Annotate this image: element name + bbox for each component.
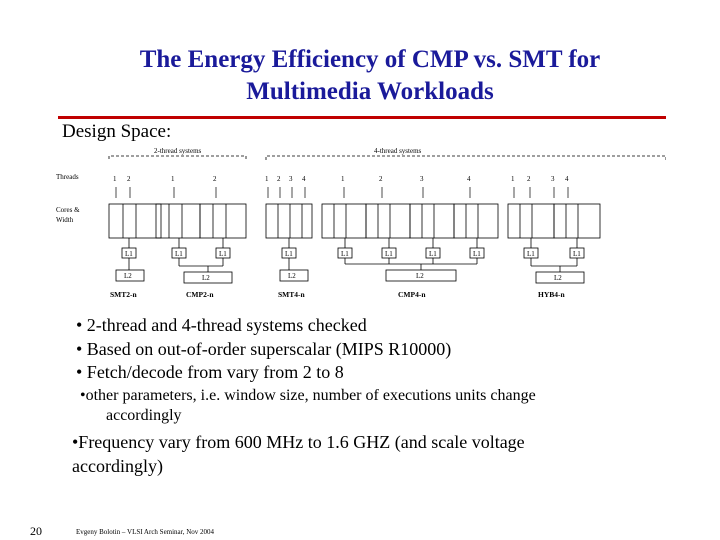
svg-text:L2: L2 — [288, 272, 296, 280]
sub-bullet-line-1: •other parameters, i.e. window size, num… — [80, 387, 536, 404]
svg-text:L1: L1 — [175, 250, 183, 258]
bullet-item: • Based on out-of-order superscalar (MIP… — [76, 338, 452, 359]
svg-text:L1: L1 — [429, 250, 437, 258]
l2-label: L2 — [124, 272, 132, 280]
config-cmp4-label: CMP4-n — [398, 290, 426, 299]
svg-text:3: 3 — [289, 175, 293, 183]
threads-row-label: Threads — [56, 173, 79, 181]
slide-title: The Energy Efficiency of CMP vs. SMT for… — [60, 44, 680, 108]
config-smt4-label: SMT4-n — [278, 290, 306, 299]
group-4thread-label: 4-thread systems — [374, 147, 422, 155]
cores-row-label-2: Width — [56, 216, 74, 224]
design-space-diagram: 2-thread systems 4-thread systems Thread… — [56, 147, 666, 299]
svg-text:2: 2 — [527, 175, 531, 183]
svg-text:2: 2 — [277, 175, 281, 183]
page-number: 20 — [30, 524, 42, 538]
svg-text:L1: L1 — [285, 250, 293, 258]
svg-text:L1: L1 — [573, 250, 581, 258]
footer-text: Evgeny Bolotin – VLSI Arch Seminar, Nov … — [76, 528, 215, 536]
config-cmp2-label: CMP2-n — [186, 290, 214, 299]
svg-text:L1: L1 — [341, 250, 349, 258]
bullet-item: • 2-thread and 4-thread systems checked — [76, 315, 367, 335]
title-line-2: Multimedia Workloads — [246, 78, 494, 105]
title-line-1: The Energy Efficiency of CMP vs. SMT for — [139, 46, 601, 73]
svg-text:2: 2 — [127, 175, 131, 183]
bullet-item: • Fetch/decode from vary from 2 to 8 — [76, 362, 344, 382]
svg-text:1: 1 — [511, 175, 515, 183]
sub-bullet-line-2: accordingly — [106, 407, 182, 424]
svg-text:L2: L2 — [416, 272, 424, 280]
svg-text:4: 4 — [565, 175, 569, 183]
frequency-line-1: •Frequency vary from 600 MHz to 1.6 GHZ … — [72, 432, 525, 452]
svg-text:4: 4 — [467, 175, 471, 183]
svg-text:2: 2 — [213, 175, 217, 183]
frequency-bullet: •Frequency vary from 600 MHz to 1.6 GHZ … — [72, 430, 632, 478]
svg-text:L2: L2 — [202, 274, 210, 282]
svg-text:4: 4 — [302, 175, 306, 183]
sub-bullet: •other parameters, i.e. window size, num… — [80, 386, 676, 426]
svg-text:3: 3 — [420, 175, 424, 183]
svg-text:1: 1 — [113, 175, 117, 183]
svg-text:L1: L1 — [219, 250, 227, 258]
svg-text:1: 1 — [171, 175, 175, 183]
svg-text:L1: L1 — [527, 250, 535, 258]
bullet-list: • 2-thread and 4-thread systems checked … — [76, 314, 451, 385]
config-hyb4-label: HYB4-n — [538, 290, 566, 299]
frequency-line-2: accordingly) — [72, 456, 163, 476]
svg-text:1: 1 — [265, 175, 269, 183]
svg-text:2: 2 — [379, 175, 383, 183]
svg-text:3: 3 — [551, 175, 555, 183]
svg-text:1: 1 — [341, 175, 345, 183]
svg-text:L1: L1 — [473, 250, 481, 258]
l1-label: L1 — [125, 250, 133, 258]
svg-text:L2: L2 — [554, 274, 562, 282]
title-divider — [58, 116, 666, 119]
group-2thread-label: 2-thread systems — [154, 147, 202, 155]
cores-row-label-1: Cores & — [56, 206, 80, 214]
svg-text:L1: L1 — [385, 250, 393, 258]
config-smt2-label: SMT2-n — [110, 290, 138, 299]
section-label: Design Space: — [62, 121, 172, 142]
